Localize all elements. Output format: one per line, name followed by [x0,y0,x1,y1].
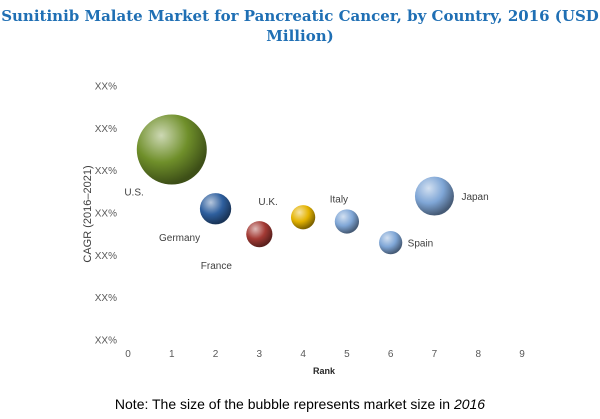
bubble-label: Germany [159,233,200,244]
bubble-label: Italy [330,194,348,205]
bubble-italy [334,209,360,234]
y-tick-label: XX% [95,336,117,347]
bubble-france [246,221,273,248]
bubble-germany [199,193,232,225]
y-tick-label: XX% [95,166,117,177]
x-tick-label: 6 [388,349,394,360]
footnote-text: Note: The size of the bubble represents … [114,396,454,412]
bubble-spain [379,231,403,255]
footnote: Note: The size of the bubble represents … [0,396,600,412]
chart-title: Sunitinib Malate Market for Pancreatic C… [1,7,599,45]
y-axis-title: CAGR (2016–2021) [82,165,94,262]
y-tick-label: XX% [95,209,117,220]
bubble-us [136,114,207,185]
bubble-uk [290,205,316,230]
x-tick-label: 1 [169,349,175,360]
footnote-year: 2016 [453,396,486,412]
x-axis-title: Rank [313,366,336,376]
bubble-labels: U.S. Germany France U.K. Italy Spain Japan [124,188,488,273]
y-tick-label: XX% [95,124,117,135]
x-tick-label: 3 [257,349,263,360]
bubble-label: France [201,261,233,272]
y-tick-label: XX% [95,82,117,93]
x-tick-label: 9 [519,349,525,360]
bubble-label: Japan [461,192,488,203]
x-tick-label: 5 [344,349,350,360]
axes: 0 1 2 3 4 5 6 7 8 9 XX% XX% XX% XX% XX% XX% XX% [95,82,525,361]
bubble-japan [414,176,454,216]
bubbles [136,114,454,255]
bubble-label: Spain [408,239,434,250]
x-tick-label: 8 [475,349,481,360]
bubble-label: U.S. [124,188,143,199]
x-tick-label: 2 [213,349,219,360]
x-tick-label: 0 [125,349,131,360]
x-tick-label: 7 [432,349,438,360]
bubble-label: U.K. [258,197,277,208]
x-tick-label: 4 [300,349,306,360]
y-tick-label: XX% [95,293,117,304]
y-tick-label: XX% [95,251,117,262]
